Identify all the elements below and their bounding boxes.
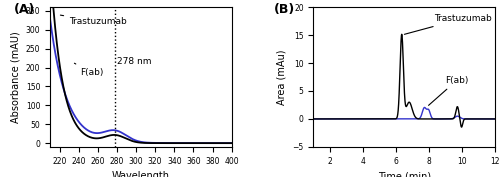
Text: 278 nm: 278 nm bbox=[117, 57, 152, 66]
Y-axis label: Absorbance (mAU): Absorbance (mAU) bbox=[10, 31, 20, 123]
Text: (B): (B) bbox=[274, 3, 294, 16]
Text: (A): (A) bbox=[14, 3, 35, 16]
Text: F(ab): F(ab) bbox=[428, 76, 469, 105]
Text: Trastuzumab: Trastuzumab bbox=[60, 15, 127, 26]
X-axis label: Wavelength: Wavelength bbox=[112, 171, 170, 177]
Text: F(ab): F(ab) bbox=[74, 63, 103, 77]
Y-axis label: Area (mAu): Area (mAu) bbox=[277, 49, 287, 105]
Text: Trastuzumab: Trastuzumab bbox=[404, 14, 492, 34]
X-axis label: Time (min): Time (min) bbox=[378, 171, 430, 177]
